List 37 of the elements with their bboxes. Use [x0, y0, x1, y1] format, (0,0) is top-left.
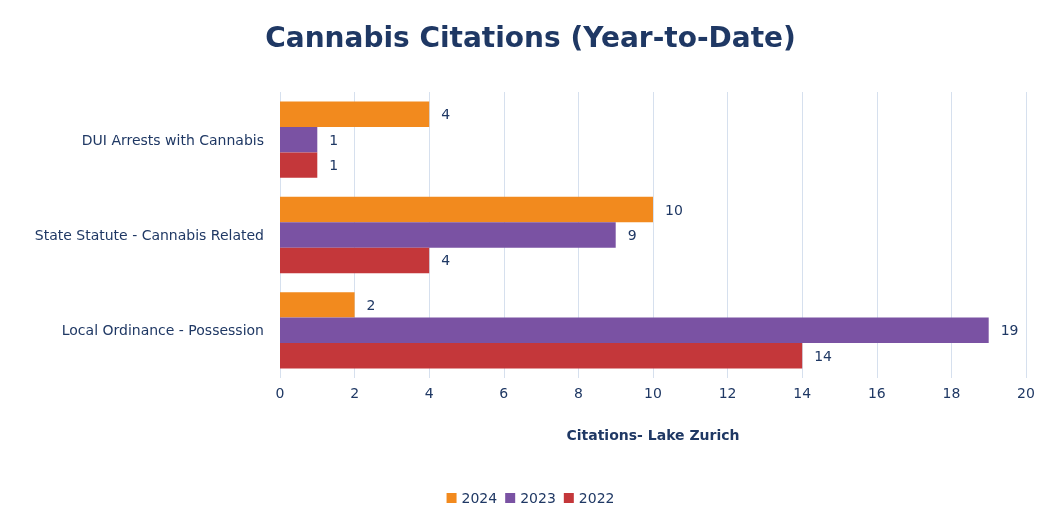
data-label: 9	[627, 227, 637, 243]
legend-label: 2022	[578, 490, 615, 506]
data-label: 19	[1000, 322, 1019, 339]
legend-label: 2024	[461, 490, 498, 506]
x-tick-label: 14	[793, 385, 812, 401]
bar	[280, 222, 616, 248]
y-tick-label: Local Ordinance - Possession	[61, 322, 264, 339]
bar	[280, 126, 318, 153]
bar	[280, 343, 803, 369]
legend-label: 2023	[520, 490, 556, 506]
data-label: 4	[441, 252, 451, 269]
y-tick-label: State Statute - Cannabis Related	[34, 227, 264, 243]
x-tick-label: 6	[499, 385, 509, 401]
x-tick-label: 8	[573, 385, 583, 401]
data-label: 1	[329, 131, 339, 148]
bar	[280, 247, 430, 274]
x-axis-title: Citations- Lake Zurich	[566, 427, 740, 443]
data-label: 2	[366, 296, 376, 313]
y-tick-label: DUI Arrests with Cannabis	[81, 131, 264, 148]
x-tick-label: 4	[424, 385, 434, 401]
x-tick-label: 12	[718, 385, 737, 401]
x-tick-label: 0	[275, 385, 285, 401]
x-tick-label: 10	[644, 385, 662, 401]
data-label: 10	[665, 201, 683, 218]
chart-title: Cannabis Citations (Year-to-Date)	[265, 20, 796, 54]
x-tick-label: 18	[942, 385, 961, 401]
x-tick-label: 20	[1017, 385, 1035, 401]
data-label: 4	[441, 106, 451, 123]
bar	[280, 152, 318, 178]
data-label: 1	[329, 157, 339, 174]
bar	[280, 292, 355, 318]
bar	[280, 317, 989, 344]
bar	[280, 196, 653, 223]
x-tick-label: 16	[867, 385, 886, 401]
x-tick-label: 2	[350, 385, 360, 401]
data-label: 14	[814, 347, 833, 364]
bar	[280, 101, 430, 127]
